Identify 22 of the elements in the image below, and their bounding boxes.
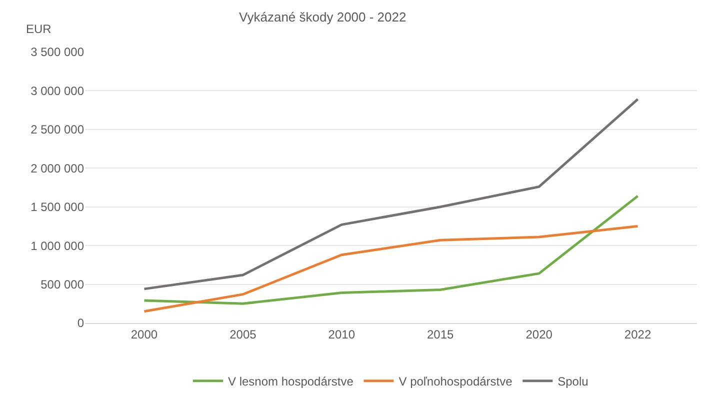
y-tick-label: 3 000 000 <box>30 84 84 98</box>
legend-label: V poľnohospodárstve <box>398 374 513 389</box>
y-tick-label: 3 500 000 <box>30 45 84 60</box>
legend-label: V lesnom hospodárstve <box>228 374 354 389</box>
y-axis-title: EUR <box>26 22 52 36</box>
x-tick-label: 2010 <box>328 327 356 342</box>
x-tick-label: 2022 <box>624 327 652 342</box>
line-series <box>142 224 640 313</box>
chart-title: Vykázané škody 2000 - 2022 <box>239 9 406 24</box>
y-tick-label: 1 000 000 <box>30 238 84 253</box>
line-series <box>142 194 640 305</box>
line-series <box>142 98 640 290</box>
x-tick-label: 2000 <box>130 327 158 342</box>
x-tick-label: 2005 <box>230 327 257 342</box>
y-tick-label: 2 000 000 <box>30 161 84 176</box>
legend-label: Spolu <box>558 374 588 389</box>
x-tick-label: 2015 <box>427 327 454 342</box>
y-tick-label: 1 500 000 <box>30 200 84 214</box>
x-tick-label: 2020 <box>526 327 553 342</box>
y-tick-label: 500 000 <box>40 277 84 292</box>
y-tick-label: 2 500 000 <box>30 122 84 137</box>
y-tick-label: 0 <box>77 316 84 330</box>
